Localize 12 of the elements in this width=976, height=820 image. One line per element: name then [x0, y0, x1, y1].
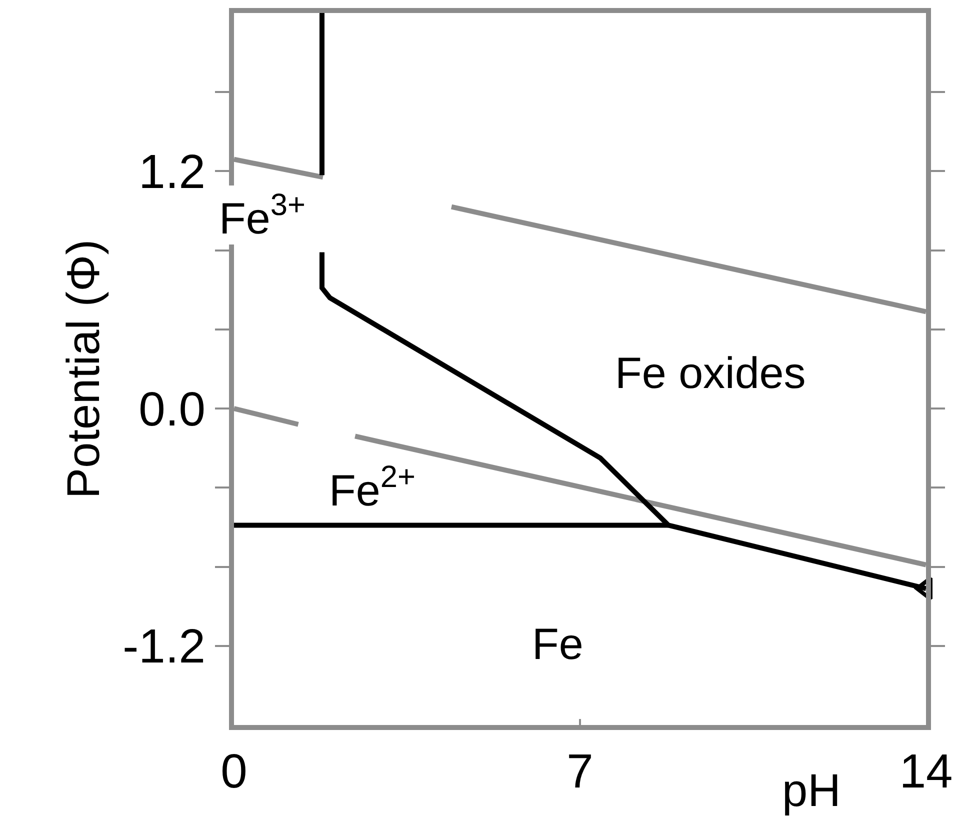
x-tick-label: 14 [899, 746, 953, 799]
x-axis-title: pH [782, 764, 841, 816]
annotation: Fe oxides [615, 349, 806, 398]
annotation: Fe$^{3+}$ [219, 187, 306, 244]
x-tick-label: 0 [220, 746, 248, 799]
x-tick-label: 7 [566, 746, 594, 799]
y-tick-label: 0.0 [138, 383, 206, 436]
y-axis-title: Potential (Φ) [57, 239, 110, 499]
y-tick-label: 1.2 [138, 146, 206, 200]
y-tick-label: -1.2 [122, 620, 206, 674]
annotation: Fe [532, 620, 584, 669]
annotation: Fe$^{2+}$ [329, 459, 416, 516]
